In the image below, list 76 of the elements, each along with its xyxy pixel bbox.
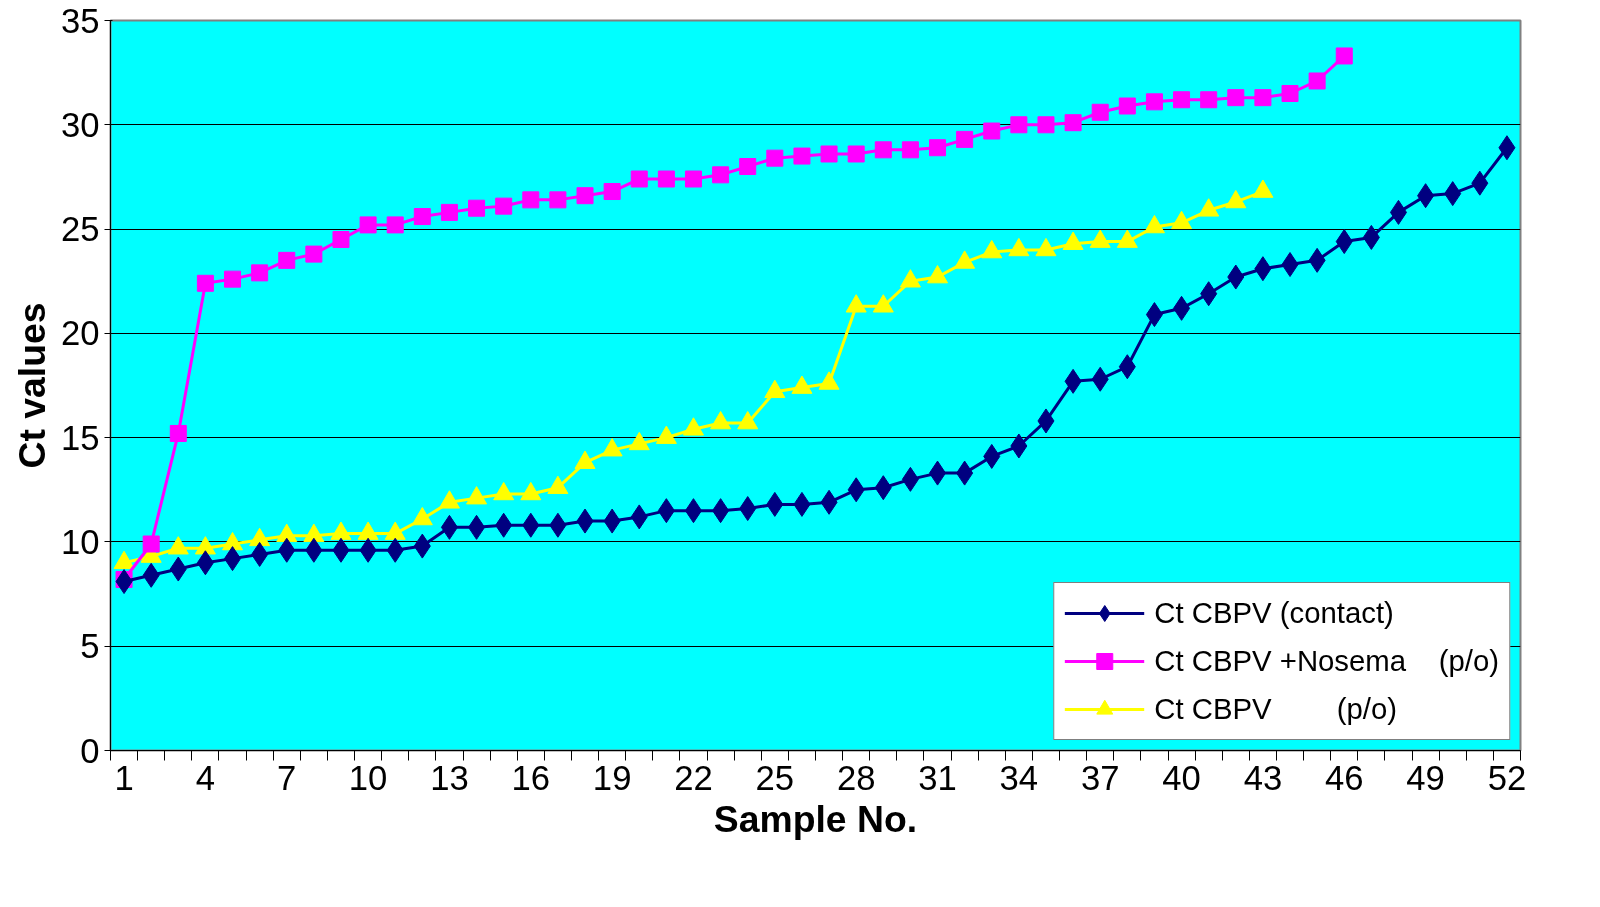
x-tick-label: 22 [674,758,713,797]
point [1335,47,1353,65]
point [739,158,757,175]
point [576,187,594,205]
x-tick-label: 49 [1406,758,1445,797]
point [413,208,431,226]
x-axis-title: Sample No. [713,797,918,840]
x-tick-label: 46 [1324,758,1364,797]
point [1145,93,1163,111]
x-tick-label: 43 [1243,758,1283,797]
y-tick-label: 30 [60,105,100,144]
y-tick-label: 20 [60,314,100,353]
point [1064,114,1082,132]
point [1010,116,1028,134]
point [1091,103,1109,121]
point [142,535,160,553]
point [440,203,458,221]
x-tick-label: 25 [755,758,795,797]
point [196,274,214,292]
x-tick-label: 28 [836,758,876,797]
point [1308,72,1326,90]
y-tick-label: 5 [80,627,100,666]
point [1254,89,1272,107]
point [169,424,187,442]
point [1227,89,1245,107]
legend-label: Ct CBPV +Nosema (p/o) [1154,644,1499,678]
point [468,199,486,217]
legend-label: Ct CBPV (p/o) [1154,692,1398,726]
point [495,197,513,215]
y-tick-label: 25 [60,210,100,249]
point [603,183,621,201]
point [901,141,919,159]
point [1281,85,1299,102]
point [929,139,947,157]
point [657,170,675,188]
y-tick-label: 35 [60,1,100,40]
y-tick-label: 15 [60,418,100,457]
x-tick-label: 13 [430,758,469,797]
point [522,191,540,209]
x-tick-label: 34 [999,758,1039,797]
point [224,270,242,288]
point [386,216,404,234]
point [874,141,892,159]
point [332,231,350,248]
x-tick-label: 31 [918,758,957,797]
point [549,191,567,209]
x-tick-label: 40 [1162,758,1201,797]
point [820,145,838,163]
x-tick-label: 10 [348,758,388,797]
point [766,149,784,167]
point [793,147,811,165]
point [251,264,269,282]
point [630,170,648,188]
point [847,145,865,163]
x-tick-label: 37 [1080,758,1120,797]
point [305,245,323,263]
x-tick-label: 19 [592,758,632,797]
x-tick-label: 16 [511,758,551,797]
point [1037,116,1055,134]
y-tick-label: 10 [60,522,100,561]
x-tick-label: 52 [1487,758,1527,797]
point [684,170,702,188]
x-tick-label: 1 [114,758,134,797]
x-tick-label: 7 [277,758,297,797]
point [1173,91,1191,109]
point [1118,97,1136,115]
y-tick-label: 0 [80,731,100,770]
point [278,251,296,269]
point [712,166,730,184]
point [956,130,974,148]
point [359,216,377,234]
legend-label: Ct CBPV (contact) [1154,596,1394,630]
y-axis-title: Ct values [10,302,53,469]
point [1200,91,1218,109]
x-tick-label: 4 [195,758,216,797]
point [983,122,1001,140]
